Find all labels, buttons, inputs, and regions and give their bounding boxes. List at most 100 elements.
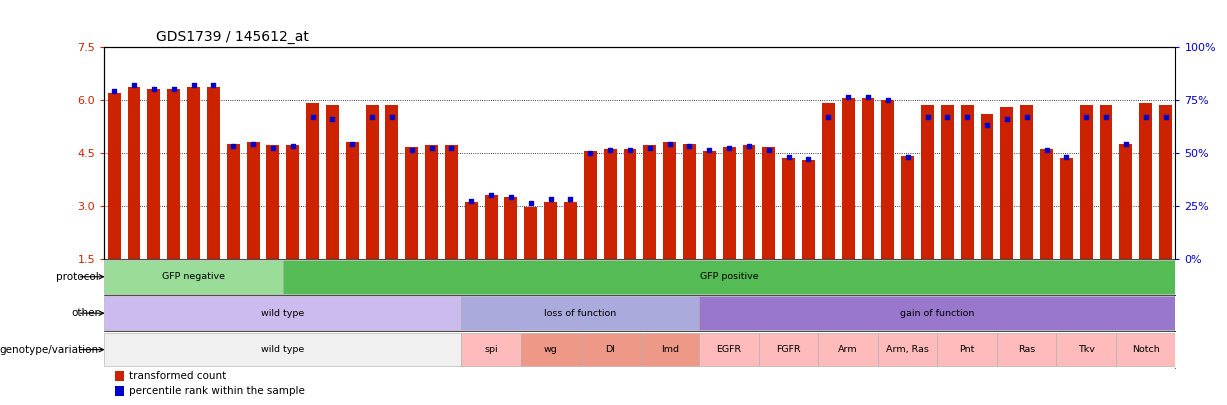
Bar	[723, 147, 736, 258]
Text: FGFR: FGFR	[777, 345, 801, 354]
Bar	[524, 207, 537, 258]
Bar	[842, 98, 855, 258]
Bar	[405, 147, 418, 258]
Bar	[663, 142, 676, 258]
Point	[382, 113, 401, 120]
Bar	[604, 149, 617, 258]
Bar	[104, 296, 461, 330]
Point	[521, 200, 541, 207]
Point	[699, 147, 719, 153]
Bar	[1139, 103, 1152, 258]
Bar	[1040, 149, 1053, 258]
Bar	[564, 202, 577, 258]
Point	[561, 196, 580, 202]
Bar	[1000, 107, 1014, 258]
Bar	[1115, 333, 1175, 367]
Point	[858, 94, 877, 101]
Point	[204, 81, 223, 88]
Bar	[108, 92, 120, 258]
Text: Arm, Ras: Arm, Ras	[886, 345, 929, 354]
Point	[104, 88, 124, 94]
Bar	[227, 144, 239, 258]
Bar	[742, 145, 756, 258]
Bar	[580, 333, 639, 367]
Point	[1076, 113, 1096, 120]
Bar	[266, 145, 280, 258]
Bar	[937, 333, 996, 367]
Bar	[1119, 144, 1133, 258]
Bar	[703, 151, 715, 258]
Point	[760, 147, 779, 153]
Bar	[643, 145, 656, 258]
Point	[779, 153, 799, 160]
Bar	[485, 195, 498, 258]
Bar	[465, 202, 477, 258]
Point	[461, 198, 481, 205]
Text: Tkv: Tkv	[1077, 345, 1094, 354]
Text: Imd: Imd	[660, 345, 679, 354]
Bar	[445, 145, 458, 258]
Point	[580, 149, 600, 156]
Point	[1136, 113, 1156, 120]
Title: GDS1739 / 145612_at: GDS1739 / 145612_at	[156, 30, 309, 44]
Point	[660, 141, 680, 147]
Bar	[207, 87, 220, 258]
Point	[1037, 147, 1056, 153]
Point	[1017, 113, 1037, 120]
Text: gain of function: gain of function	[901, 309, 974, 318]
Bar	[461, 296, 699, 330]
Bar	[1020, 105, 1033, 258]
Bar	[544, 202, 557, 258]
Bar	[167, 89, 180, 258]
Text: EGFR: EGFR	[717, 345, 741, 354]
Point	[283, 143, 303, 149]
Bar	[306, 103, 319, 258]
Bar	[941, 105, 953, 258]
Point	[243, 141, 263, 147]
Text: Ras: Ras	[1018, 345, 1036, 354]
Point	[1117, 141, 1136, 147]
Bar	[901, 156, 914, 258]
Bar	[504, 197, 518, 258]
Bar	[282, 260, 1175, 294]
Text: wild type: wild type	[261, 345, 304, 354]
Point	[818, 113, 838, 120]
Point	[719, 145, 739, 151]
Point	[303, 113, 323, 120]
Point	[998, 115, 1017, 122]
Bar	[1160, 105, 1172, 258]
Point	[402, 147, 422, 153]
Point	[184, 81, 204, 88]
Point	[898, 153, 918, 160]
Point	[342, 141, 362, 147]
Point	[541, 196, 561, 202]
Text: loss of function: loss of function	[545, 309, 616, 318]
Bar	[286, 145, 299, 258]
Bar	[822, 103, 834, 258]
Point	[977, 122, 996, 128]
Bar	[996, 333, 1056, 367]
Point	[838, 94, 858, 101]
Bar	[584, 151, 596, 258]
Bar	[104, 260, 282, 294]
Bar	[461, 333, 520, 367]
Text: spi: spi	[485, 345, 498, 354]
Point	[442, 145, 461, 151]
Point	[501, 194, 520, 200]
Text: protocol: protocol	[56, 272, 99, 282]
Bar	[425, 145, 438, 258]
Text: wg: wg	[544, 345, 557, 354]
Text: other: other	[71, 308, 99, 318]
Point	[640, 145, 660, 151]
Bar	[861, 98, 875, 258]
Bar	[683, 144, 696, 258]
Point	[600, 147, 620, 153]
Bar	[980, 114, 994, 258]
Text: transformed count: transformed count	[129, 371, 226, 381]
Bar	[115, 386, 124, 396]
Bar	[1056, 333, 1115, 367]
Point	[1056, 153, 1076, 160]
Point	[680, 143, 699, 149]
Bar	[1080, 105, 1093, 258]
Bar	[326, 105, 339, 258]
